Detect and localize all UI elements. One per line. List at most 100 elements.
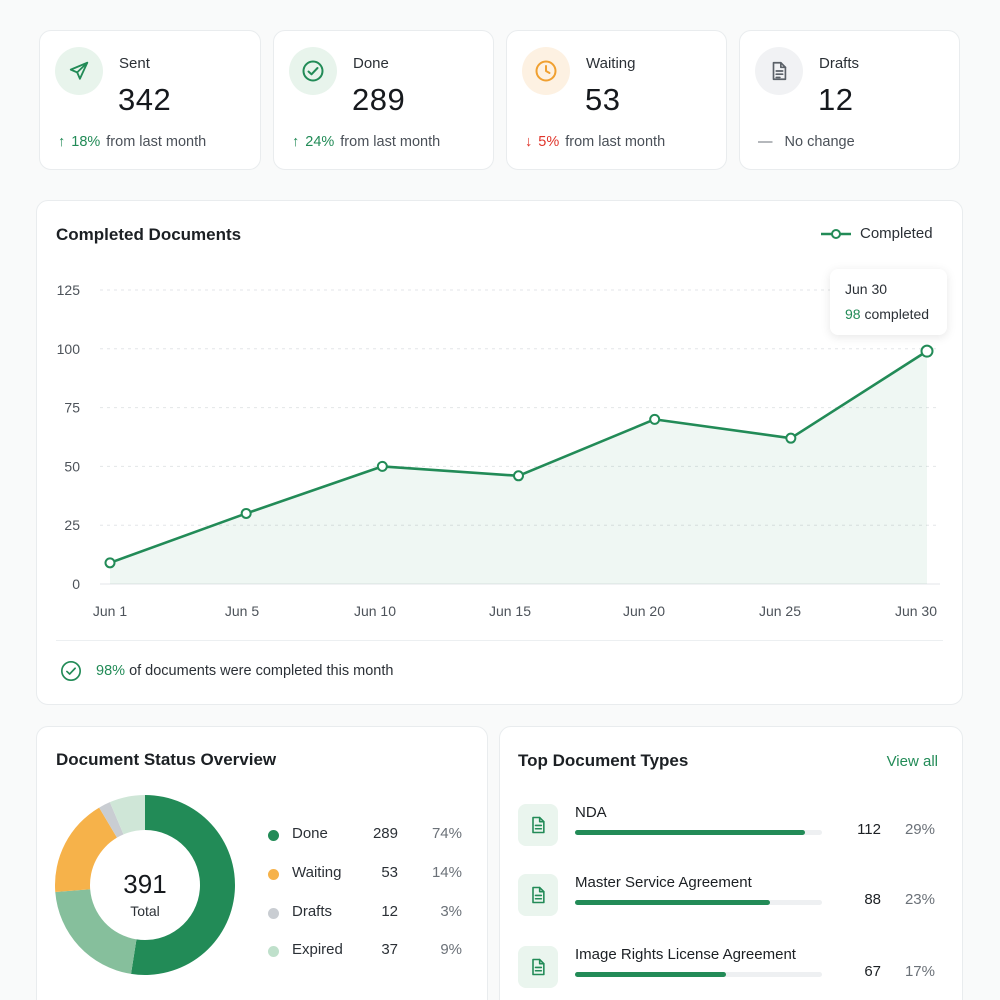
document-icon <box>518 946 558 988</box>
status-dot <box>268 830 279 841</box>
doc-type-bar <box>575 900 822 905</box>
tooltip-date: Jun 30 <box>845 281 888 297</box>
doc-type-bar-fill <box>575 972 726 977</box>
dash-icon: — <box>758 134 773 150</box>
donut-segment[interactable] <box>55 807 117 893</box>
doc-type-name: Master Service Agreement <box>575 874 752 891</box>
donut-segment[interactable] <box>131 795 236 975</box>
doc-type-row-nda[interactable]: NDA 112 29% <box>518 804 940 854</box>
clock-icon <box>522 47 570 95</box>
stat-card-sent[interactable]: Sent 342 ↑ 18% from last month <box>39 30 261 170</box>
doc-type-bar <box>575 972 822 977</box>
doc-type-count: 112 <box>857 821 881 838</box>
status-row-waiting: Waiting 53 14% <box>268 863 468 885</box>
status-count: 53 <box>381 864 398 881</box>
data-point[interactable] <box>240 507 252 519</box>
doc-type-name: NDA <box>575 804 607 821</box>
summary-percent: 98% <box>96 663 126 679</box>
chart-tooltip: Jun 30 98 completed <box>830 269 947 335</box>
arrow-up-icon: ↑ <box>292 134 300 150</box>
stat-value: 12 <box>818 82 854 117</box>
legend-label: Completed <box>860 225 933 242</box>
doc-type-row-image-rights[interactable]: Image Rights License Agreement 67 17% <box>518 946 940 996</box>
x-tick-label: Jun 10 <box>354 603 396 619</box>
data-point[interactable] <box>104 557 116 569</box>
y-tick-label: 50 <box>64 458 80 474</box>
trend-percent: 18% <box>71 134 101 150</box>
tooltip-value: 98 <box>845 306 861 322</box>
doc-type-bar-fill <box>575 900 771 905</box>
stat-trend: ↓ 5% from last month <box>525 134 665 150</box>
trend-percent: 5% <box>538 134 560 150</box>
stat-card-drafts[interactable]: Drafts 12 — No change <box>739 30 960 170</box>
x-tick-label: Jun 25 <box>759 603 801 619</box>
y-tick-label: 25 <box>64 517 80 533</box>
status-dot <box>268 869 279 880</box>
doc-type-percent: 17% <box>904 963 935 980</box>
legend-line-icon <box>821 228 851 239</box>
donut-total-label: Total <box>130 903 160 919</box>
doc-type-row-msa[interactable]: Master Service Agreement 88 23% <box>518 874 940 924</box>
chart-legend[interactable]: Completed <box>820 225 933 242</box>
data-point[interactable] <box>513 470 524 482</box>
status-name: Waiting <box>292 864 342 881</box>
view-all-link[interactable]: View all <box>886 753 938 770</box>
x-tick-label: Jun 1 <box>93 603 127 619</box>
stat-value: 342 <box>118 82 172 117</box>
stat-trend: — No change <box>758 134 855 150</box>
y-tick-label: 75 <box>64 400 80 416</box>
x-tick-label: Jun 20 <box>623 603 665 619</box>
top-types-title: Top Document Types <box>518 751 689 770</box>
status-count: 12 <box>381 903 398 920</box>
completed-line-chart[interactable]: 0 25 50 75 100 125 Jun 1 Jun 5 Jun 10 Jun 15 Jun … <box>0 0 1000 640</box>
status-overview-title: Document Status Overview <box>56 750 277 769</box>
arrow-up-icon: ↑ <box>58 134 66 150</box>
y-tick-label: 125 <box>57 282 81 298</box>
stat-label: Sent <box>119 55 150 72</box>
x-tick-label: Jun 5 <box>225 603 259 619</box>
x-tick-label: Jun 15 <box>489 603 531 619</box>
stat-card-waiting[interactable]: Waiting 53 ↓ 5% from last month <box>506 30 727 170</box>
stat-label: Waiting <box>586 55 636 72</box>
trend-text: from last month <box>340 134 441 150</box>
data-point[interactable] <box>785 432 797 444</box>
trend-text: No change <box>784 134 855 150</box>
document-icon <box>518 874 558 916</box>
donut-segment[interactable] <box>55 889 137 974</box>
data-point[interactable] <box>376 460 388 472</box>
status-donut-chart[interactable] <box>45 785 245 985</box>
status-percent: 74% <box>431 825 462 842</box>
doc-type-percent: 29% <box>904 821 935 838</box>
stat-label: Done <box>353 55 389 72</box>
donut-segment[interactable] <box>109 795 145 835</box>
doc-type-count: 88 <box>864 891 881 908</box>
data-point[interactable] <box>920 344 934 358</box>
status-row-done: Done 289 74% <box>268 824 468 846</box>
document-icon <box>518 804 558 846</box>
data-point[interactable] <box>649 413 661 425</box>
area-fill <box>110 351 927 584</box>
tooltip-suffix: completed <box>864 306 930 322</box>
doc-type-bar <box>575 830 822 835</box>
status-percent: 9% <box>440 941 462 958</box>
arrow-down-icon: ↓ <box>525 134 533 150</box>
status-row-drafts: Drafts 12 3% <box>268 902 468 924</box>
y-tick-label: 0 <box>72 576 80 592</box>
summary-text: of documents were completed this month <box>129 663 394 679</box>
status-count: 37 <box>381 941 398 958</box>
stat-label: Drafts <box>819 55 860 72</box>
tooltip-value-line: 98 completed <box>845 306 932 322</box>
status-name: Done <box>292 825 328 842</box>
y-tick-label: 100 <box>57 341 81 357</box>
status-row-expired: Expired 37 9% <box>268 940 468 962</box>
completed-documents-card <box>36 200 963 705</box>
stat-trend: ↑ 24% from last month <box>292 134 440 150</box>
doc-type-bar-fill <box>575 830 805 835</box>
status-name: Expired <box>292 941 343 958</box>
donut-segment[interactable] <box>99 802 124 838</box>
stat-value: 53 <box>585 82 621 117</box>
stat-card-done[interactable]: Done 289 ↑ 24% from last month <box>273 30 494 170</box>
status-dot <box>268 908 279 919</box>
trend-text: from last month <box>106 134 207 150</box>
chart-divider <box>56 640 943 641</box>
